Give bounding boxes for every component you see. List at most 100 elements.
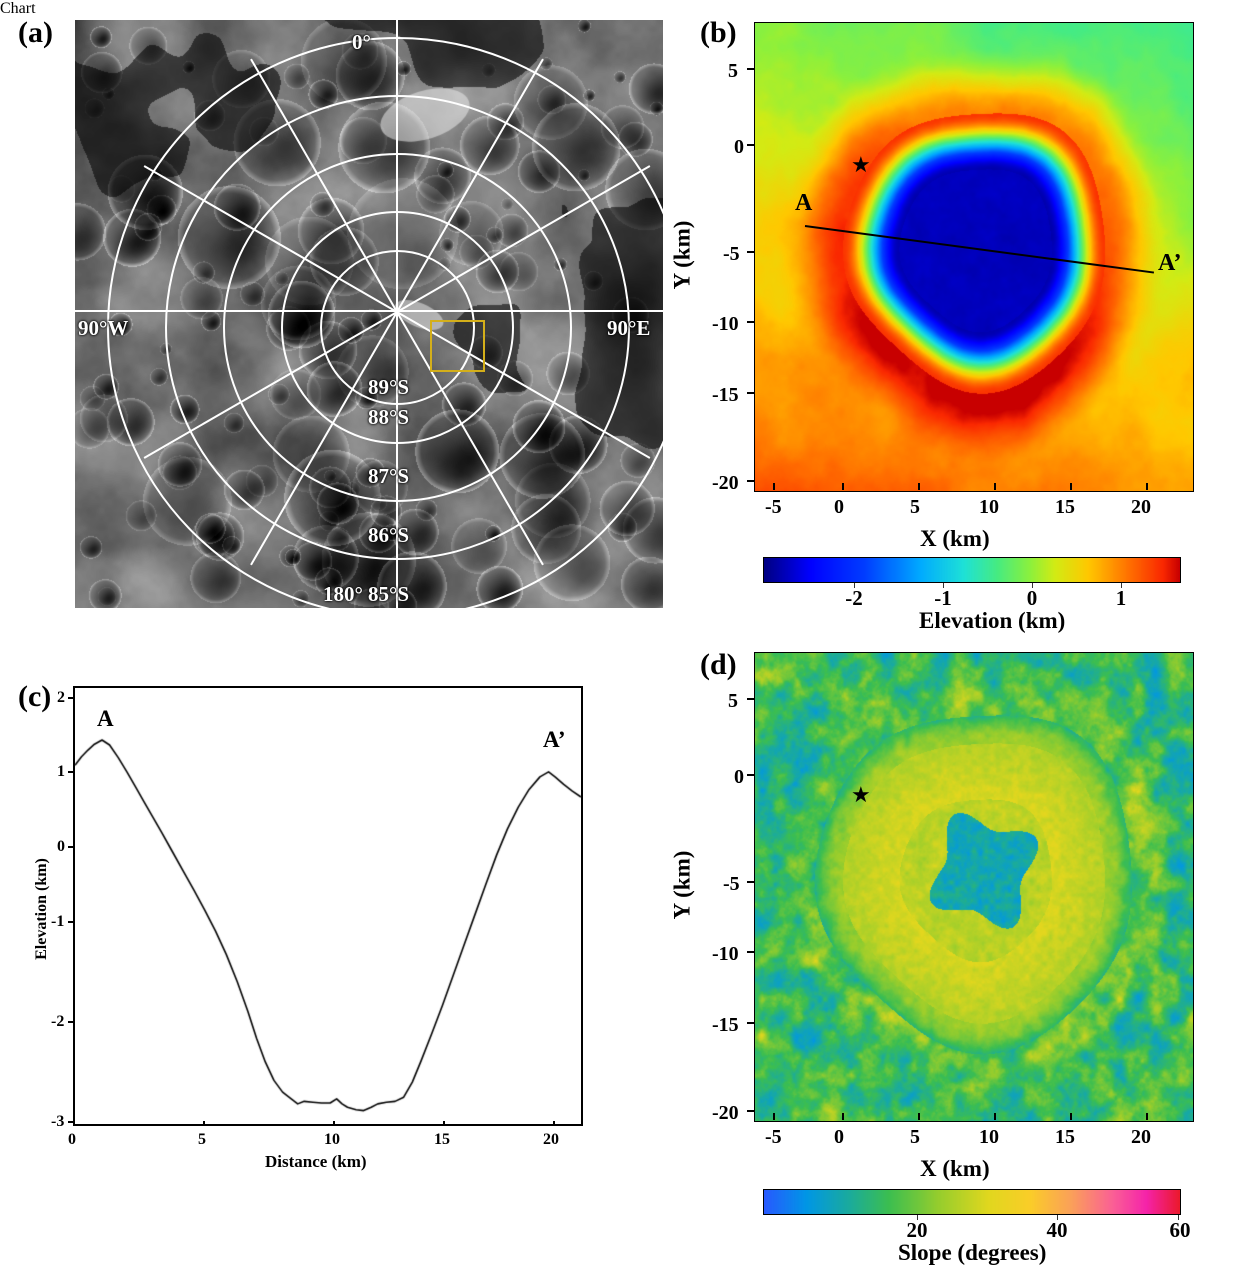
meridian-90w-90e bbox=[75, 310, 663, 312]
panel-a-label: (a) bbox=[18, 16, 53, 49]
panel-d-ylabel: Y (km) bbox=[669, 850, 695, 920]
panel-d-xtick-10: 10 bbox=[979, 1126, 999, 1148]
panel-c-ytickmark-m2 bbox=[68, 1021, 73, 1023]
elevation-cbar-tickmark-1 bbox=[1121, 583, 1122, 588]
panel-d-xtick-15: 15 bbox=[1055, 1126, 1075, 1148]
panel-b-xtick-5: 5 bbox=[910, 496, 920, 518]
panel-c-ytickmark-0 bbox=[68, 846, 73, 848]
panel-b-ytickmark-m5 bbox=[747, 251, 754, 253]
panel-b-ytick-m15: -15 bbox=[712, 384, 739, 406]
slope-cbar-title: Slope (degrees) bbox=[898, 1240, 1047, 1265]
panel-c-ytick-m1: -1 bbox=[51, 913, 65, 930]
elevation-cbar-label-m2: -2 bbox=[845, 586, 863, 610]
panel-b-ytick-m10: -10 bbox=[712, 313, 739, 335]
panel-d-ytickmark-0 bbox=[747, 774, 754, 776]
panel-d-xtick-0: 0 bbox=[834, 1126, 844, 1148]
panel-c-xtickmark-20 bbox=[553, 1121, 555, 1126]
profile-end-label: A’ bbox=[543, 727, 566, 752]
panel-b-xtickmark-0 bbox=[842, 483, 844, 490]
panel-a-polar-map: 0° 90°W 90°E 180° 89°S 88°S 87°S 86°S 85… bbox=[75, 20, 663, 608]
slope-colorbar bbox=[763, 1189, 1181, 1215]
slope-cbar-tickmark-60 bbox=[1178, 1215, 1179, 1220]
panel-d-ytick-m5: -5 bbox=[723, 873, 740, 895]
panel-c-ytick-1: 1 bbox=[57, 763, 65, 780]
panel-b-ylabel: Y (km) bbox=[669, 220, 695, 290]
panel-b-xlabel: X (km) bbox=[920, 526, 990, 551]
latitude-circle-85 bbox=[107, 37, 663, 608]
latitude-label-88s: 88°S bbox=[368, 405, 410, 429]
cross-section-start-label: A bbox=[795, 190, 813, 216]
panel-c-ytickmark-2 bbox=[68, 697, 73, 699]
panel-b-xtick-10: 10 bbox=[979, 496, 999, 518]
slope-cbar-label-20: 20 bbox=[906, 1218, 928, 1242]
panel-b-xtick-m5: -5 bbox=[765, 496, 782, 518]
panel-c-ytickmark-1 bbox=[68, 771, 73, 773]
panel-d-ytick-m20: -20 bbox=[712, 1102, 739, 1124]
panel-c-ytick-2: 2 bbox=[57, 689, 65, 706]
slope-cbar-label-40: 40 bbox=[1046, 1218, 1068, 1242]
longitude-label-180: 180° bbox=[323, 582, 363, 606]
panel-d-ytick-0: 0 bbox=[734, 766, 744, 788]
elevation-profile-line bbox=[73, 686, 583, 1126]
panel-d-xtick-m5: -5 bbox=[765, 1126, 782, 1148]
south-pole-star-marker-slope: ★ bbox=[851, 782, 871, 807]
panel-d-xtickmark-5 bbox=[918, 1113, 920, 1120]
panel-b-ytick-m5: -5 bbox=[723, 243, 740, 265]
elevation-heatmap bbox=[754, 22, 1194, 492]
latitude-label-89s: 89°S bbox=[368, 375, 410, 399]
panel-d-xtick-5: 5 bbox=[910, 1126, 920, 1148]
panel-b-label: (b) bbox=[700, 16, 737, 49]
panel-d-xtickmark-15 bbox=[1070, 1113, 1072, 1120]
elevation-cbar-tickmark-m1 bbox=[943, 583, 944, 588]
panel-c-label: (c) bbox=[18, 680, 52, 713]
panel-d-xtickmark-10 bbox=[994, 1113, 996, 1120]
longitude-label-90w: 90°W bbox=[78, 316, 129, 340]
panel-d-ytickmark-5 bbox=[747, 698, 754, 700]
panel-b-xtick-15: 15 bbox=[1055, 496, 1075, 518]
panel-d-ytickmark-m5 bbox=[747, 881, 754, 883]
panel-b-elevation-map: ★ A A’ bbox=[754, 22, 1194, 492]
panel-d-slope-map: ★ bbox=[754, 652, 1194, 1122]
longitude-label-90e: 90°E bbox=[607, 316, 651, 340]
panel-d-ytickmark-m10 bbox=[747, 951, 754, 953]
panel-c-xtick-15: 15 bbox=[434, 1131, 450, 1148]
panel-c-xtick-0: 0 bbox=[68, 1131, 76, 1148]
elevation-cbar-label-0: 0 bbox=[1026, 586, 1038, 610]
elevation-cbar-label-m1: -1 bbox=[934, 586, 952, 610]
panel-b-xtickmark-5 bbox=[918, 483, 920, 490]
panel-c-xtick-20: 20 bbox=[543, 1131, 559, 1148]
longitude-label-0: 0° bbox=[352, 30, 371, 54]
panel-b-ytickmark-m20 bbox=[747, 480, 754, 482]
panel-d-ytick-m15: -15 bbox=[712, 1014, 739, 1036]
panel-c-xtick-10: 10 bbox=[324, 1131, 340, 1148]
latitude-label-86s: 86°S bbox=[368, 523, 410, 547]
slope-cbar-label-60: 60 bbox=[1169, 1218, 1191, 1242]
panel-c-profile-plot: A A’ bbox=[73, 686, 583, 1126]
area-of-interest-box bbox=[430, 320, 485, 372]
panel-b-xtickmark-20 bbox=[1146, 483, 1148, 490]
panel-b-ytick-5: 5 bbox=[728, 60, 738, 82]
panel-b-ytickmark-m15 bbox=[747, 392, 754, 394]
panel-d-xtick-20: 20 bbox=[1131, 1126, 1151, 1148]
panel-b-ytick-0: 0 bbox=[734, 136, 744, 158]
panel-d-xtickmark-0 bbox=[842, 1113, 844, 1120]
panel-d-ytickmark-m20 bbox=[747, 1110, 754, 1112]
panel-c-xtickmark-10 bbox=[333, 1121, 335, 1126]
slope-cbar-tickmark-20 bbox=[917, 1215, 918, 1220]
elevation-cbar-title: Elevation (km) bbox=[919, 608, 1066, 633]
panel-c-ytickmark-m1 bbox=[68, 921, 73, 923]
cross-section-end-label: A’ bbox=[1158, 250, 1182, 276]
panel-b-xtickmark-m5 bbox=[773, 483, 775, 490]
panel-c-ytick-m3: -3 bbox=[51, 1113, 65, 1130]
panel-b-ytick-m20: -20 bbox=[712, 472, 739, 494]
panel-b-xtick-20: 20 bbox=[1131, 496, 1151, 518]
panel-d-xtickmark-m5 bbox=[773, 1113, 775, 1120]
panel-c-ytickmark-m3 bbox=[68, 1121, 73, 1123]
panel-c-xlabel: Distance (km) bbox=[265, 1152, 367, 1171]
panel-c-xtickmark-0 bbox=[73, 1121, 75, 1126]
elevation-cbar-tickmark-0 bbox=[1032, 583, 1033, 588]
panel-c-xtickmark-15 bbox=[443, 1121, 445, 1126]
south-pole-star-marker: ★ bbox=[851, 152, 871, 177]
elevation-colorbar bbox=[763, 557, 1181, 583]
panel-b-xtick-0: 0 bbox=[834, 496, 844, 518]
